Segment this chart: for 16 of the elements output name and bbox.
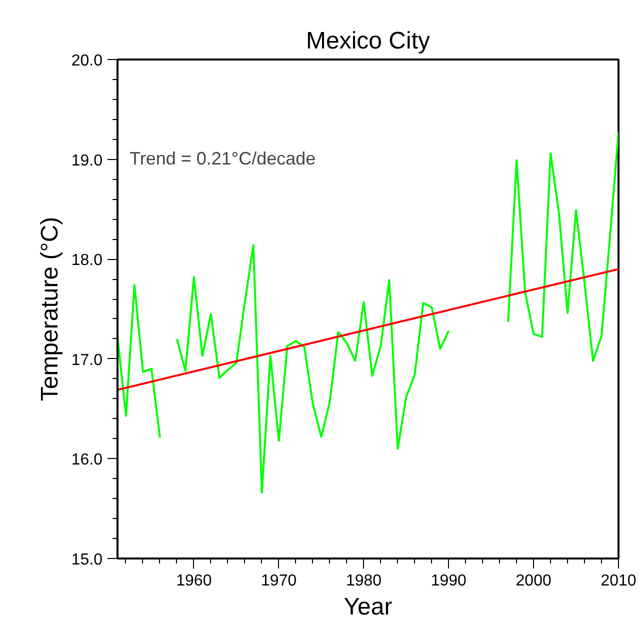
y-tick-label: 17.0 (71, 352, 103, 369)
x-axis-title: Year (344, 594, 392, 620)
x-tick-label: 1990 (430, 572, 467, 590)
x-tick-label: 1960 (176, 572, 212, 590)
y-tick-label: 15.0 (71, 552, 103, 568)
chart-title: Mexico City (306, 28, 430, 54)
annotation: Trend = 0.21°C/decade (130, 148, 316, 168)
y-tick-label: 18.0 (71, 252, 103, 270)
x-tick-label: 2010 (600, 572, 636, 590)
x-tick-label: 1970 (261, 572, 297, 590)
x-tick-label: 2000 (516, 572, 552, 590)
x-tick-label: 1980 (346, 572, 382, 590)
y-tick-label: 16.0 (71, 452, 103, 469)
y-tick-label: 20.0 (71, 52, 103, 70)
y-axis-title: Temperature (°C) (36, 216, 64, 402)
y-tick-label: 19.0 (71, 152, 103, 170)
